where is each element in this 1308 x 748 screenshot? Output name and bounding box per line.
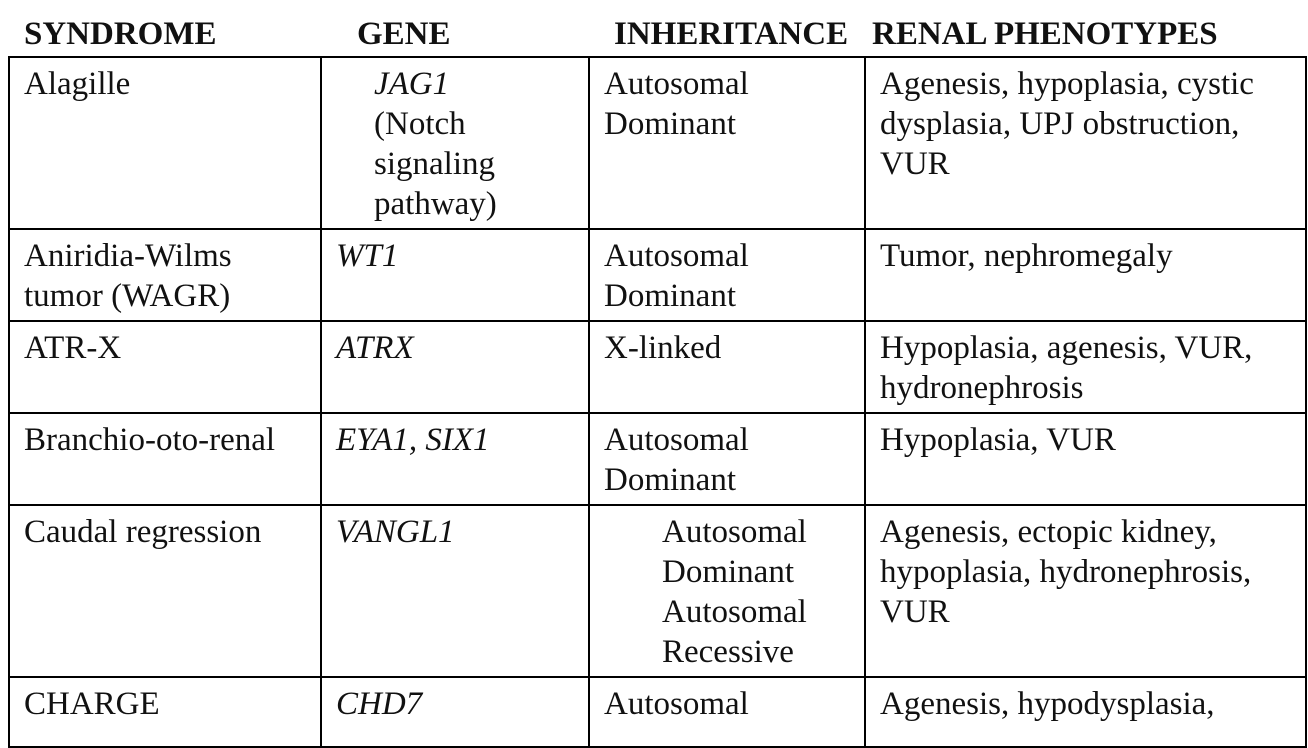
syndrome-cell: Alagille (8, 56, 322, 230)
table-row: Alagille JAG1 (Notch signaling pathway) … (8, 56, 1307, 230)
inheritance-cell: Autosomal Dominant (588, 56, 866, 230)
renal-cell: Agenesis, hypodysplasia, (864, 676, 1307, 748)
table-row: ATR-X ATRX X-linked Hypoplasia, agenesis… (8, 320, 1307, 414)
renal-cell: Agenesis, hypoplasia, cystic dysplasia, … (864, 56, 1307, 230)
renal-cell: Hypoplasia, VUR (864, 412, 1307, 506)
inheritance-cell: Autosomal Dominant (588, 412, 866, 506)
table-row: Branchio-oto-renal EYA1, SIX1 Autosomal … (8, 412, 1307, 506)
table-row: Caudal regression VANGL1 Autosomal Domin… (8, 504, 1307, 678)
header-renal-phenotypes: RENAL PHENOTYPES (872, 16, 1218, 52)
renal-cell: Tumor, nephromegaly (864, 228, 1307, 322)
syndrome-cell: Caudal regression (8, 504, 322, 678)
gene-cell: CHD7 (320, 676, 590, 748)
table-row: Aniridia-Wilms tumor (WAGR) WT1 Autosoma… (8, 228, 1307, 322)
gene-cell: EYA1, SIX1 (320, 412, 590, 506)
syndrome-table: Alagille JAG1 (Notch signaling pathway) … (8, 56, 1307, 748)
header-inheritance: INHERITANCE (614, 16, 849, 52)
syndrome-cell: ATR-X (8, 320, 322, 414)
syndrome-cell: Aniridia-Wilms tumor (WAGR) (8, 228, 322, 322)
gene-cell: ATRX (320, 320, 590, 414)
inheritance-cell: Autosomal (588, 676, 866, 748)
header-gene: GENE (357, 16, 451, 52)
gene-cell: JAG1 (Notch signaling pathway) (320, 56, 590, 230)
syndrome-cell: CHARGE (8, 676, 322, 748)
table-header: SYNDROME GENE INHERITANCE RENAL PHENOTYP… (0, 0, 1308, 60)
header-syndrome: SYNDROME (24, 16, 217, 52)
inheritance-cell: Autosomal Dominant Autosomal Recessive (588, 504, 866, 678)
gene-cell: WT1 (320, 228, 590, 322)
inheritance-cell: X-linked (588, 320, 866, 414)
inheritance-cell: Autosomal Dominant (588, 228, 866, 322)
renal-cell: Agenesis, ectopic kidney, hypoplasia, hy… (864, 504, 1307, 678)
syndrome-cell: Branchio-oto-renal (8, 412, 322, 506)
renal-cell: Hypoplasia, agenesis, VUR, hydronephrosi… (864, 320, 1307, 414)
table-row: CHARGE CHD7 Autosomal Agenesis, hypodysp… (8, 676, 1307, 748)
gene-cell: VANGL1 (320, 504, 590, 678)
